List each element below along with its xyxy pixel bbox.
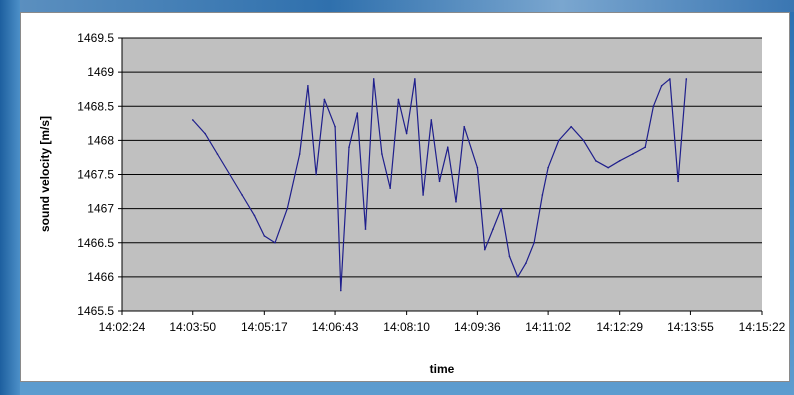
y-tick-label: 1468.5 — [77, 99, 114, 113]
data-point — [364, 228, 367, 230]
data-point — [508, 255, 511, 258]
data-point — [570, 125, 572, 128]
data-point — [677, 180, 679, 183]
y-axis-title: sound velocity [m/s] — [38, 116, 52, 232]
y-tick-label: 1469.5 — [77, 31, 114, 45]
x-tick-label: 14:08:10 — [383, 320, 430, 334]
data-point — [632, 153, 634, 155]
data-point — [340, 289, 342, 292]
data-point — [582, 139, 585, 142]
data-point — [463, 125, 466, 128]
data-point — [618, 160, 621, 162]
x-tick-label: 14:05:17 — [241, 320, 288, 334]
x-tick-label: 14:09:36 — [454, 320, 501, 334]
data-point — [263, 235, 266, 237]
x-axis-title: time — [430, 362, 455, 376]
data-point — [397, 98, 400, 101]
x-tick-label: 14:15:22 — [739, 320, 786, 334]
data-point — [430, 119, 433, 121]
data-point — [204, 132, 206, 135]
data-point — [228, 173, 231, 176]
x-axis-ticks: 14:02:24 14:03:50 14:05:17 14:06:43 14:08:10… — [99, 310, 786, 334]
x-tick-label: 14:13:55 — [667, 320, 714, 334]
data-point — [644, 146, 646, 148]
data-point — [298, 153, 301, 155]
data-point — [652, 105, 655, 108]
data-point — [669, 78, 671, 80]
data-point — [356, 112, 359, 114]
data-point — [660, 84, 663, 87]
data-point — [274, 241, 276, 244]
data-point — [372, 78, 375, 80]
data-point — [541, 194, 544, 196]
x-tick-label: 14:02:24 — [99, 320, 146, 334]
data-point — [558, 139, 560, 142]
data-point — [547, 166, 549, 169]
data-point — [595, 160, 597, 162]
data-point — [492, 228, 494, 230]
chart-frame: 1465.5 1466 1466.5 1467 1467.5 1468 1468.5 1469… — [20, 12, 790, 382]
data-point — [516, 276, 519, 278]
data-point — [476, 166, 479, 169]
data-point — [253, 214, 256, 217]
data-point — [483, 248, 486, 251]
y-tick-label: 1466.5 — [77, 236, 114, 250]
data-point — [607, 166, 609, 169]
data-point — [334, 125, 336, 128]
y-axis-ticks: 1465.5 1466 1466.5 1467 1467.5 1468 1468.5 1469… — [77, 31, 123, 318]
data-point — [348, 146, 350, 148]
y-tick-label: 1468 — [87, 133, 114, 147]
data-point — [323, 98, 326, 101]
x-tick-label: 14:06:43 — [312, 320, 359, 334]
data-point — [389, 187, 391, 189]
data-point — [525, 262, 527, 265]
x-tick-label: 14:12:29 — [596, 320, 643, 334]
series-group — [191, 78, 688, 292]
data-point — [685, 78, 688, 80]
data-point — [533, 241, 535, 244]
data-point — [405, 132, 408, 135]
data-point — [422, 194, 424, 196]
data-point — [381, 153, 383, 155]
data-point — [286, 207, 289, 210]
x-tick-label: 14:03:50 — [169, 320, 216, 334]
data-point — [315, 173, 317, 176]
y-tick-label: 1467 — [87, 202, 114, 216]
data-point — [455, 201, 457, 203]
data-point — [241, 194, 243, 196]
data-point — [216, 153, 219, 155]
slide-background-top — [20, 0, 794, 12]
data-point — [414, 78, 416, 80]
slide-background-left — [0, 0, 20, 395]
data-point — [307, 84, 309, 87]
data-point — [500, 207, 503, 210]
data-point — [446, 146, 449, 148]
y-tick-label: 1469 — [87, 65, 114, 79]
data-point — [438, 180, 441, 183]
data-point — [191, 119, 194, 121]
y-tick-label: 1467.5 — [77, 168, 114, 182]
x-tick-label: 14:11:02 — [525, 320, 571, 334]
sound-velocity-chart: 1465.5 1466 1466.5 1467 1467.5 1468 1468.5 1469… — [38, 31, 786, 376]
y-tick-label: 1465.5 — [77, 304, 114, 318]
y-tick-label: 1466 — [87, 270, 114, 284]
